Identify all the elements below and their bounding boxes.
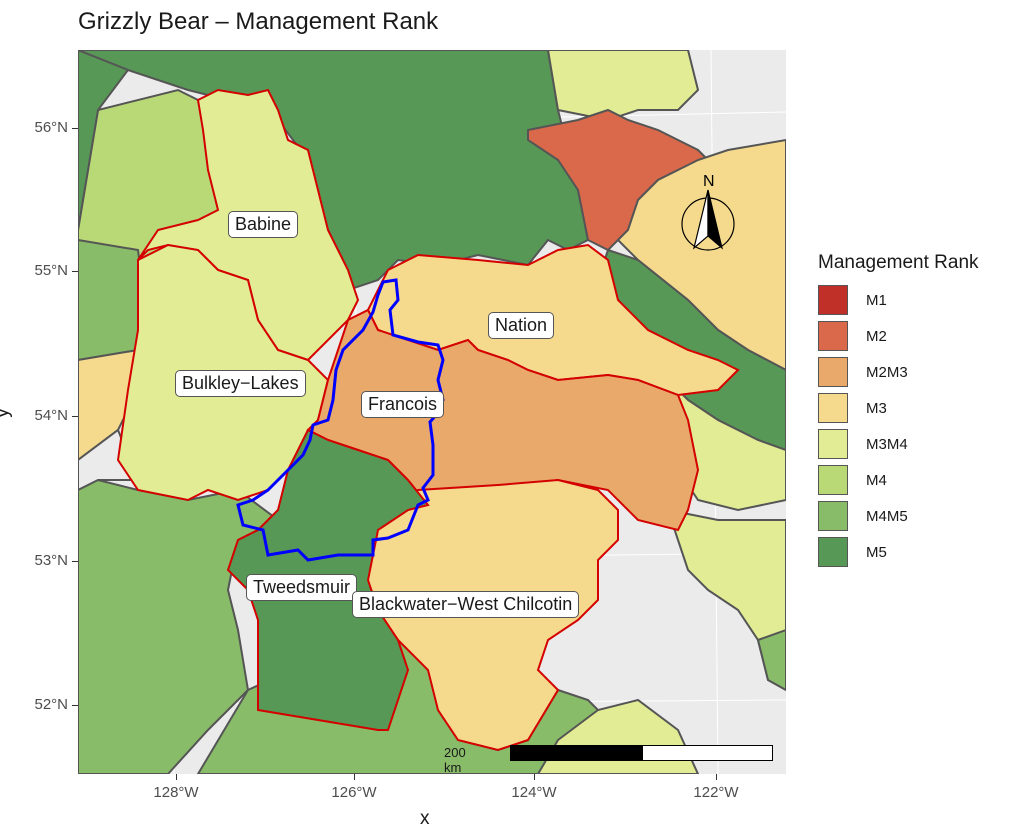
x-tick-label: 122°W [693,784,739,801]
region-label-blackwater-west-chilcotin: Blackwater−West Chilcotin [352,591,580,618]
legend-swatch [818,357,848,387]
x-tick-label: 128°W [153,784,199,801]
legend-label: M2M3 [866,363,908,381]
legend-label: M3 [866,399,887,417]
y-tick-label: 55°N [34,262,68,279]
legend-label: M4 [866,471,887,489]
x-axis-label: x [420,808,430,829]
y-tick-mark [72,271,78,272]
north-arrow-icon: N [676,170,740,260]
x-tick-mark [354,774,355,780]
y-axis-label: y [0,408,14,418]
legend-label: M3M4 [866,435,908,453]
x-tick-label: 124°W [511,784,557,801]
x-tick-mark [176,774,177,780]
legend-item: M2 [818,318,979,354]
legend-item: M4M5 [818,498,979,534]
legend-swatch [818,285,848,315]
x-tick-label: 126°W [331,784,377,801]
legend-item: M2M3 [818,354,979,390]
x-tick-mark [534,774,535,780]
legend: Management Rank M1 M2 M2M3 M3 M3M4 M4 M4M5 M5 [818,252,979,570]
map-panel: Babine Nation Bulkley−Lakes Francois Twe… [78,50,786,774]
legend-swatch [818,321,848,351]
region-label-babine: Babine [228,211,299,238]
scale-bar-white-segment [642,745,773,761]
legend-swatch [818,537,848,567]
legend-label: M5 [866,543,887,561]
region-label-bulkley-lakes: Bulkley−Lakes [175,370,306,397]
scale-bar-black-segment [510,745,643,761]
legend-swatch [818,393,848,423]
legend-item: M5 [818,534,979,570]
y-tick-label: 56°N [34,119,68,136]
park-boundary [236,278,445,562]
region-label-tweedsmuir: Tweedsmuir [246,574,358,601]
legend-title: Management Rank [818,252,979,273]
y-tick-mark [72,705,78,706]
y-tick-label: 54°N [34,407,68,424]
y-tick-mark [72,561,78,562]
legend-swatch [818,429,848,459]
region-label-francois: Francois [361,391,445,418]
y-tick-mark [72,416,78,417]
y-tick-label: 52°N [34,696,68,713]
x-tick-mark [716,774,717,780]
legend-item: M3M4 [818,426,979,462]
region-label-nation: Nation [488,312,555,339]
scale-bar-label: 200 km [444,745,466,774]
legend-items: M1 M2 M2M3 M3 M3M4 M4 M4M5 M5 [818,282,979,570]
legend-item: M1 [818,282,979,318]
legend-label: M4M5 [866,507,908,525]
legend-swatch [818,465,848,495]
legend-swatch [818,501,848,531]
legend-item: M3 [818,390,979,426]
map-canvas [78,50,786,774]
y-tick-label: 53°N [34,552,68,569]
legend-label: M1 [866,291,887,309]
legend-label: M2 [866,327,887,345]
north-label: N [703,173,715,190]
map-title: Grizzly Bear – Management Rank [78,8,439,35]
y-tick-mark [72,128,78,129]
legend-item: M4 [818,462,979,498]
